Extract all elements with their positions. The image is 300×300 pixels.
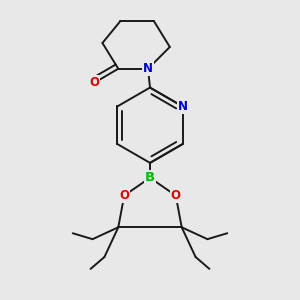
Text: O: O bbox=[89, 76, 100, 89]
Text: B: B bbox=[145, 171, 155, 184]
Text: O: O bbox=[171, 189, 181, 202]
Text: O: O bbox=[119, 189, 129, 202]
Text: N: N bbox=[178, 100, 188, 113]
Text: N: N bbox=[143, 62, 153, 75]
